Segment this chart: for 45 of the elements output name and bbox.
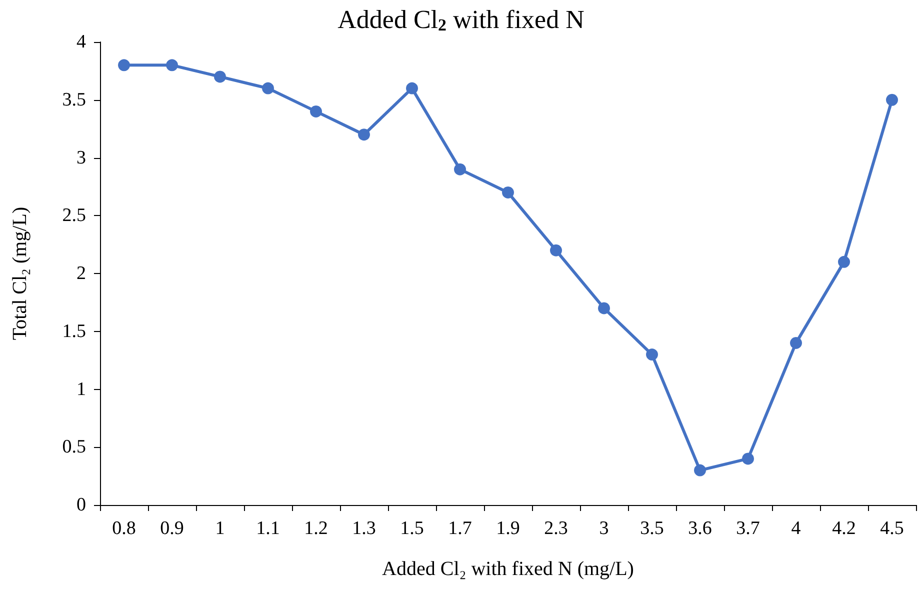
y-axis-title: Total Cl₂ (mg/L)	[9, 206, 31, 340]
point	[598, 302, 610, 314]
x-tick-label: 4.5	[880, 518, 904, 539]
x-tick-label: 2.3	[544, 518, 568, 539]
x-tick-label: 1.2	[304, 518, 328, 539]
x-tick-label: 3.6	[688, 518, 712, 539]
x-tick-label: 3.5	[640, 518, 664, 539]
point	[118, 59, 130, 72]
x-tick-label: 3	[599, 518, 609, 539]
x-tick-label: 1.5	[400, 518, 424, 539]
x-tick-label: 1.1	[256, 518, 280, 539]
point	[742, 452, 754, 465]
point	[358, 128, 370, 141]
point	[166, 59, 178, 72]
x-axis-title: Added Cl₂ with fixed N (mg/L)	[382, 558, 634, 580]
y-tick-label: 0	[76, 494, 86, 516]
point	[262, 82, 274, 94]
y-tick-label: 3	[76, 147, 86, 168]
point	[838, 256, 850, 268]
point	[886, 94, 898, 106]
point	[310, 105, 322, 118]
y-tick-label: 1.5	[62, 320, 86, 342]
x-tick-label: 1.3	[352, 518, 376, 539]
x-tick-label: 0.8	[112, 518, 136, 539]
point	[406, 82, 418, 94]
point	[550, 244, 562, 256]
x-tick-label: 0.9	[160, 518, 184, 539]
y-tick-label: 2.5	[62, 205, 86, 226]
y-tick-label: 2	[76, 263, 86, 284]
y-tick-label: 0.5	[62, 436, 86, 458]
x-tick-label: 4.2	[832, 518, 856, 539]
point	[454, 163, 466, 176]
x-tick-label: 3.7	[736, 518, 760, 539]
point	[694, 464, 706, 476]
y-tick-label: 4	[76, 32, 86, 52]
point	[502, 186, 514, 198]
x-tick-label: 1.7	[448, 518, 472, 539]
x-tick-label: 4	[791, 518, 802, 539]
y-tick-label: 1	[76, 378, 86, 400]
y-tick-label: 3.5	[62, 89, 86, 110]
x-tick-label: 1.9	[496, 518, 520, 539]
x-tick-label: 1	[215, 518, 225, 539]
point	[646, 348, 658, 361]
point	[790, 336, 802, 349]
point	[214, 70, 226, 83]
